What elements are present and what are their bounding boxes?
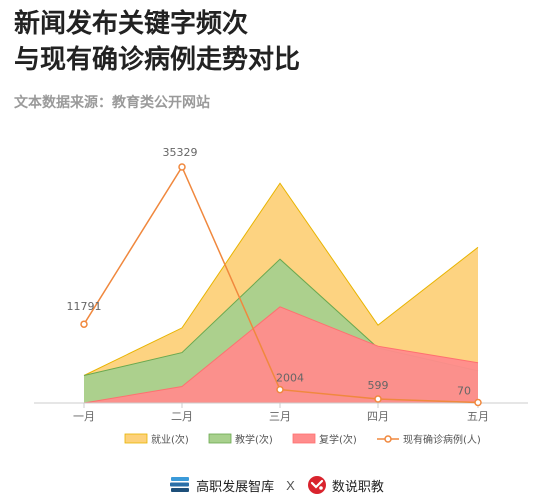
x-tick-label: 三月 xyxy=(269,410,291,423)
chart-title: 新闻发布关键字频次 与现有确诊病例走势对比 xyxy=(14,6,300,78)
legend-swatch-3 xyxy=(292,433,316,444)
legend-label-教学次: 教学(次) xyxy=(235,433,273,446)
area-series-3 xyxy=(84,306,478,403)
line-layer: 11791 35329 2004 599 70 xyxy=(67,146,482,407)
x-tick-label: 五月 xyxy=(467,410,489,423)
line-data-label: 599 xyxy=(368,379,389,392)
title-line-1: 新闻发布关键字频次 xyxy=(14,9,249,39)
stacked-books-icon xyxy=(169,476,191,494)
chart-canvas: 一月 二月 三月 四月 五月 11791 35329 2004 599 70 就业(次) 教学(次… xyxy=(34,146,528,446)
brand-separator: X xyxy=(286,477,295,493)
data-source-note: 文本数据来源：教育类公开网站 xyxy=(14,95,210,111)
line-point xyxy=(80,320,88,328)
area-series-1-edge xyxy=(83,182,479,376)
line-data-label: 11791 xyxy=(67,300,102,313)
area-series-3-edge xyxy=(83,306,479,404)
line-point xyxy=(276,385,284,394)
footer-brands: 高职发展智库 X 数说职教 xyxy=(0,472,553,498)
legend-label-复学次: 复学(次) xyxy=(319,433,357,446)
line-data-label: 70 xyxy=(457,385,471,398)
legend-label-现有确诊病例人: 现有确诊病例(人) xyxy=(403,433,481,446)
legend-label-就业次: 就业(次) xyxy=(151,433,189,446)
x-tick-label: 二月 xyxy=(171,410,193,423)
brand-right-name: 数说职教 xyxy=(331,479,384,495)
line-data-label: 2004 xyxy=(276,372,304,385)
chart-legend: 就业(次) 教学(次) 复学(次) 现有确诊病例(人) xyxy=(124,433,481,446)
x-axis-ticks: 一月 二月 三月 四月 五月 xyxy=(73,403,489,423)
line-point xyxy=(178,163,186,171)
line-data-label: 35329 xyxy=(163,146,198,159)
legend-swatch-1 xyxy=(124,433,148,444)
area-layer xyxy=(83,182,479,404)
red-circle-logo-icon xyxy=(307,475,327,495)
x-tick-label: 四月 xyxy=(367,410,389,423)
title-line-2: 与现有确诊病例走势对比 xyxy=(14,45,301,75)
x-tick-label: 一月 xyxy=(73,410,95,423)
line-point xyxy=(374,395,382,403)
legend-swatch-point xyxy=(384,435,392,443)
legend-swatch-2 xyxy=(208,433,232,444)
line-point xyxy=(474,398,482,407)
brand-left-name: 高职发展智库 xyxy=(196,479,275,495)
